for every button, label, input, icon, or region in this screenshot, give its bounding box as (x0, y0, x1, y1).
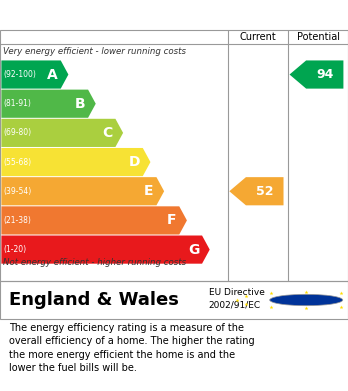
Polygon shape (229, 177, 284, 205)
Text: Very energy efficient - lower running costs: Very energy efficient - lower running co… (3, 47, 187, 56)
Polygon shape (1, 148, 150, 176)
Polygon shape (1, 235, 210, 264)
Polygon shape (1, 90, 96, 118)
Text: Potential: Potential (296, 32, 340, 42)
Text: (21-38): (21-38) (3, 216, 31, 225)
Text: (39-54): (39-54) (3, 187, 32, 196)
Ellipse shape (270, 294, 343, 306)
Text: Energy Efficiency Rating: Energy Efficiency Rating (9, 6, 256, 24)
Text: 94: 94 (316, 68, 333, 81)
Text: EU Directive
2002/91/EC: EU Directive 2002/91/EC (209, 289, 265, 310)
Text: (55-68): (55-68) (3, 158, 32, 167)
Text: F: F (167, 213, 176, 228)
Text: B: B (75, 97, 85, 111)
Text: C: C (102, 126, 113, 140)
Text: The energy efficiency rating is a measure of the
overall efficiency of a home. T: The energy efficiency rating is a measur… (9, 323, 254, 373)
Text: Current: Current (240, 32, 276, 42)
Polygon shape (1, 119, 123, 147)
Polygon shape (290, 61, 343, 89)
Text: D: D (128, 155, 140, 169)
Polygon shape (1, 206, 187, 235)
Text: E: E (144, 184, 154, 198)
Text: G: G (188, 242, 199, 256)
Polygon shape (1, 177, 164, 205)
Polygon shape (1, 61, 68, 89)
Text: A: A (47, 68, 58, 82)
Text: England & Wales: England & Wales (9, 291, 179, 309)
Text: (69-80): (69-80) (3, 128, 32, 137)
Text: (92-100): (92-100) (3, 70, 36, 79)
Text: 52: 52 (256, 185, 274, 198)
Text: (81-91): (81-91) (3, 99, 31, 108)
Text: (1-20): (1-20) (3, 245, 26, 254)
Text: Not energy efficient - higher running costs: Not energy efficient - higher running co… (3, 258, 187, 267)
